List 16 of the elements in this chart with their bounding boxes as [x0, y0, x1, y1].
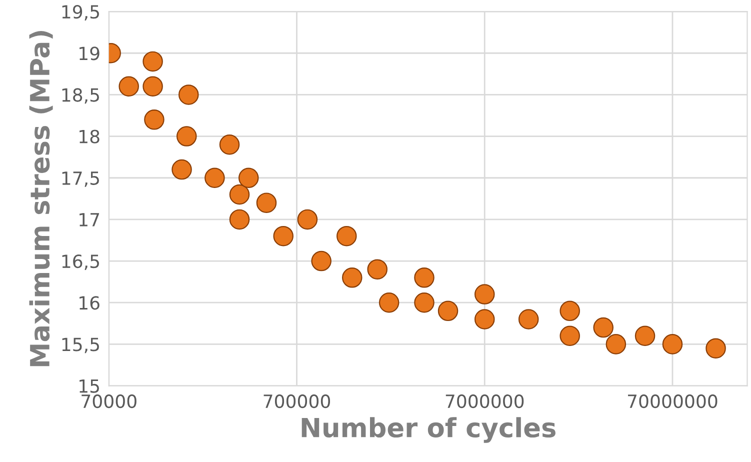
y-tick-label: 19: [80, 46, 100, 60]
y-tick-label: 18,5: [62, 88, 99, 104]
y-tick-label: 16: [80, 296, 100, 310]
x-axis-title: Number of cycles: [302, 417, 556, 443]
x-tick-label: 7000000: [446, 394, 524, 408]
y-tick-label: 15: [80, 379, 99, 393]
y-tick-label: 16,5: [62, 254, 99, 270]
y-tick-label: 17,5: [62, 172, 99, 187]
x-tick-label: 70000: [82, 394, 136, 408]
x-tick-label: 70000000: [628, 394, 718, 408]
y-tick-label: 15,5: [62, 338, 99, 354]
x-tick-label: 700000: [264, 394, 330, 408]
y-tick-label: 18: [80, 130, 100, 144]
y-axis-title: Maximum stress (MPa): [29, 31, 53, 366]
y-tick-label: 19,5: [62, 5, 99, 21]
y-tick-label: 17: [80, 213, 100, 226]
